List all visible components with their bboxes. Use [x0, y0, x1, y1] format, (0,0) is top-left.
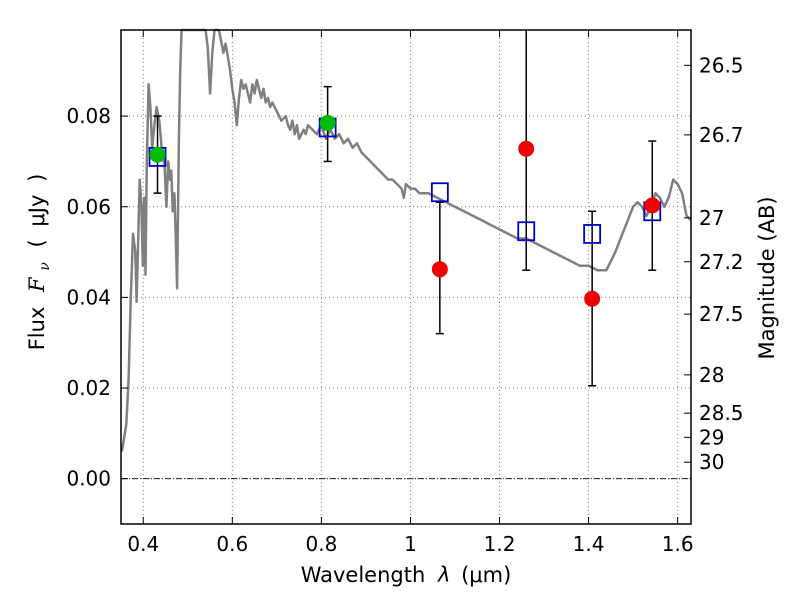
red-data-point — [644, 197, 661, 214]
y-axis-title-open: ( — [25, 239, 49, 247]
model-square-marker — [430, 182, 449, 203]
x-axis-title-lambda: λ — [437, 563, 450, 587]
mag-tick-label: 26.7 — [699, 123, 744, 147]
x-axis-title: Wavelength λ (μm) — [301, 563, 512, 587]
y2-axis-title: Magnitude (AB) — [755, 196, 779, 359]
x-tick-label: 0.4 — [127, 532, 159, 556]
red-data-point — [518, 140, 535, 157]
x-axis: 0.4 0.6 0.8 1 1.2 1.4 1.6 — [127, 30, 694, 556]
grid — [121, 30, 691, 524]
y-axis-title-close: ) — [25, 174, 49, 182]
x-axis-title-name: Wavelength — [301, 563, 426, 587]
y-axis-title-flux: Flux — [25, 307, 49, 351]
x-tick-label: 0.6 — [216, 532, 248, 556]
y-tick-label: 0.04 — [66, 285, 111, 309]
y-tick-label: 0.06 — [66, 195, 111, 219]
green-data-point — [149, 146, 166, 163]
mag-tick-label: 27.5 — [699, 302, 744, 326]
mag-tick-label: 28 — [699, 363, 724, 387]
x-tick-label: 1.4 — [573, 532, 605, 556]
x-tick-label: 0.8 — [305, 532, 337, 556]
model-square-marker — [517, 221, 536, 242]
y-tick-label: 0.02 — [66, 376, 111, 400]
sed-line — [120, 28, 692, 452]
model-square-marker — [583, 224, 602, 244]
mag-tick-label: 26.5 — [699, 53, 744, 77]
green-data-point — [319, 114, 336, 131]
y-axis-title-nu: ν — [37, 262, 53, 271]
sed-line-layer — [120, 28, 692, 452]
x-tick-label: 1.2 — [484, 532, 516, 556]
mag-tick-label: 29 — [699, 425, 724, 449]
y-tick-label: 0.08 — [66, 104, 111, 128]
plot-frame — [120, 29, 692, 525]
y-axis-title-f: F — [25, 276, 49, 293]
mag-tick-label: 27.2 — [699, 250, 744, 274]
x-tick-label: 1 — [404, 532, 417, 556]
markers — [148, 114, 662, 307]
mag-tick-label: 28.5 — [699, 401, 744, 425]
red-data-point — [431, 261, 448, 278]
mag-tick-label: 30 — [699, 450, 724, 474]
y-tick-label: 0.00 — [66, 467, 111, 491]
x-tick-label: 1.6 — [662, 532, 694, 556]
mag-tick-label: 27 — [699, 206, 724, 230]
y-axis-title-unit: μJy — [25, 195, 49, 227]
y-axis: 0.00 0.02 0.04 0.06 0.08 — [66, 104, 128, 491]
red-data-point — [584, 290, 601, 307]
y-axis-title: Flux F ν ( μJy ) — [25, 174, 54, 351]
x-axis-title-unit: (μm) — [461, 563, 511, 587]
